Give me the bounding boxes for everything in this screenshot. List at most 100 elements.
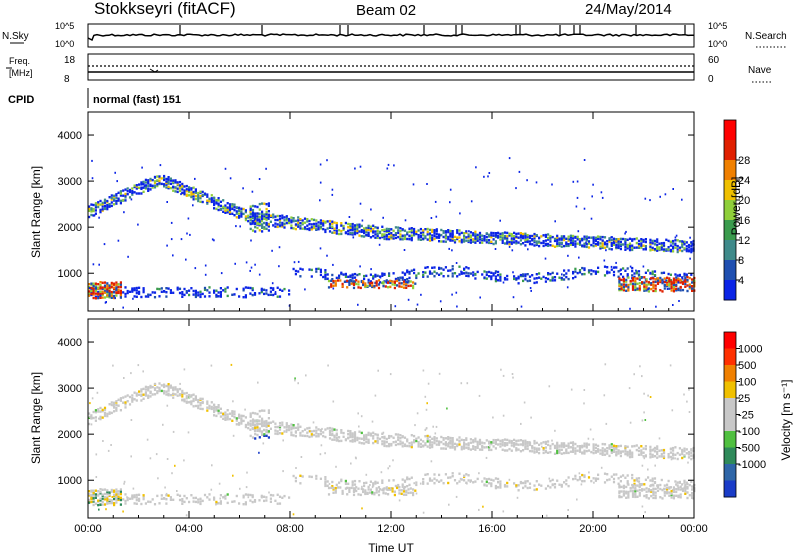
velocity-cell — [251, 495, 254, 499]
velocity-cell — [131, 400, 134, 403]
power-cell — [572, 180, 575, 183]
power-cell — [194, 289, 197, 293]
power-cell — [203, 192, 207, 195]
velocity-cell — [563, 443, 566, 447]
power-cell — [335, 229, 338, 233]
power-cell — [508, 245, 511, 248]
velocity-cell — [542, 448, 545, 451]
velocity-cell — [684, 487, 687, 490]
velocity-cell — [499, 445, 502, 448]
nsearch-label: N.Search — [745, 31, 787, 42]
velocity-cell — [261, 433, 264, 436]
velocity-cell — [594, 479, 597, 482]
velocity-cell — [574, 447, 577, 450]
power-cell — [501, 241, 504, 244]
power-cell — [106, 292, 109, 295]
velocity-cell — [419, 445, 422, 448]
velocity-cell — [612, 473, 616, 476]
velocity-cell — [679, 485, 682, 488]
velocity-cell — [463, 474, 466, 477]
power-cell — [349, 223, 352, 226]
velocity-cell — [115, 407, 118, 410]
power-cell — [90, 288, 93, 291]
power-cell — [435, 235, 438, 239]
power-cell — [294, 219, 297, 223]
power-cell — [265, 207, 268, 211]
power-cell — [649, 271, 651, 274]
power-cell — [686, 276, 689, 279]
power-cell — [463, 240, 466, 243]
power-cell — [176, 181, 179, 184]
velocity-cell — [238, 502, 241, 505]
power-cell — [388, 232, 391, 236]
power-cell — [135, 286, 138, 290]
velocity-cell — [649, 479, 652, 482]
velocity-cell — [447, 442, 450, 446]
power-cell — [399, 227, 402, 230]
power-cell — [351, 233, 354, 236]
power-cell — [403, 229, 407, 232]
power-cell — [238, 214, 241, 218]
power-cell — [88, 215, 91, 219]
velocity-cell — [415, 481, 418, 484]
power-cell — [469, 272, 472, 275]
velocity-cell — [419, 438, 422, 442]
velocity-cell — [97, 499, 100, 502]
power-cell — [685, 249, 688, 253]
power-cell — [574, 242, 577, 246]
power-cell — [156, 184, 159, 188]
power-cell — [183, 287, 186, 291]
power-cell — [117, 285, 120, 289]
power-cell — [472, 271, 475, 274]
velocity-cell — [353, 493, 355, 496]
power-cell — [103, 281, 107, 284]
power-cell — [540, 235, 543, 238]
velocity-cell — [640, 449, 643, 452]
power-cell — [359, 286, 362, 290]
velocity-cell — [678, 447, 681, 450]
power-cell — [467, 267, 470, 270]
velocity-cell — [691, 494, 694, 497]
velocity-cell — [147, 396, 150, 399]
velocity-cell — [358, 430, 361, 433]
velocity-cell — [263, 421, 266, 425]
velocity-cell — [472, 447, 475, 450]
power-cell — [331, 188, 334, 191]
power-cell — [340, 224, 343, 227]
power-cell — [678, 249, 681, 252]
power-cell — [581, 237, 584, 241]
velocity-cell — [476, 440, 479, 444]
velocity-cell — [499, 486, 502, 489]
velocity-cell — [256, 422, 259, 425]
power-cell — [547, 233, 550, 236]
velocity-cell — [317, 428, 320, 431]
power-cell — [278, 214, 282, 218]
power-cell — [170, 221, 173, 224]
velocity-cell — [357, 493, 360, 496]
velocity-cell — [469, 448, 472, 451]
power-cell — [338, 274, 341, 277]
velocity-cell — [647, 497, 650, 500]
colorbar-swatch — [724, 240, 736, 261]
power-cell — [269, 286, 272, 290]
velocity-cell — [128, 403, 132, 406]
velocity-cell — [681, 450, 684, 453]
velocity-cell — [656, 452, 659, 456]
velocity-cell — [381, 479, 384, 482]
power-cell — [292, 267, 295, 271]
velocity-cell — [618, 486, 621, 489]
power-cell — [167, 287, 170, 290]
velocity-cell — [344, 438, 347, 441]
velocity-cell — [124, 493, 127, 496]
power-cell — [528, 234, 532, 238]
power-cell — [185, 184, 188, 188]
velocity-cell — [528, 482, 532, 485]
power-cell — [368, 282, 371, 285]
velocity-cell — [649, 452, 652, 455]
power-cell — [278, 246, 281, 249]
y-tick-label: 3000 — [58, 383, 82, 395]
power-cell — [551, 235, 554, 239]
velocity-cell — [238, 415, 241, 418]
velocity-cell — [440, 435, 443, 439]
power-cell — [348, 281, 351, 284]
